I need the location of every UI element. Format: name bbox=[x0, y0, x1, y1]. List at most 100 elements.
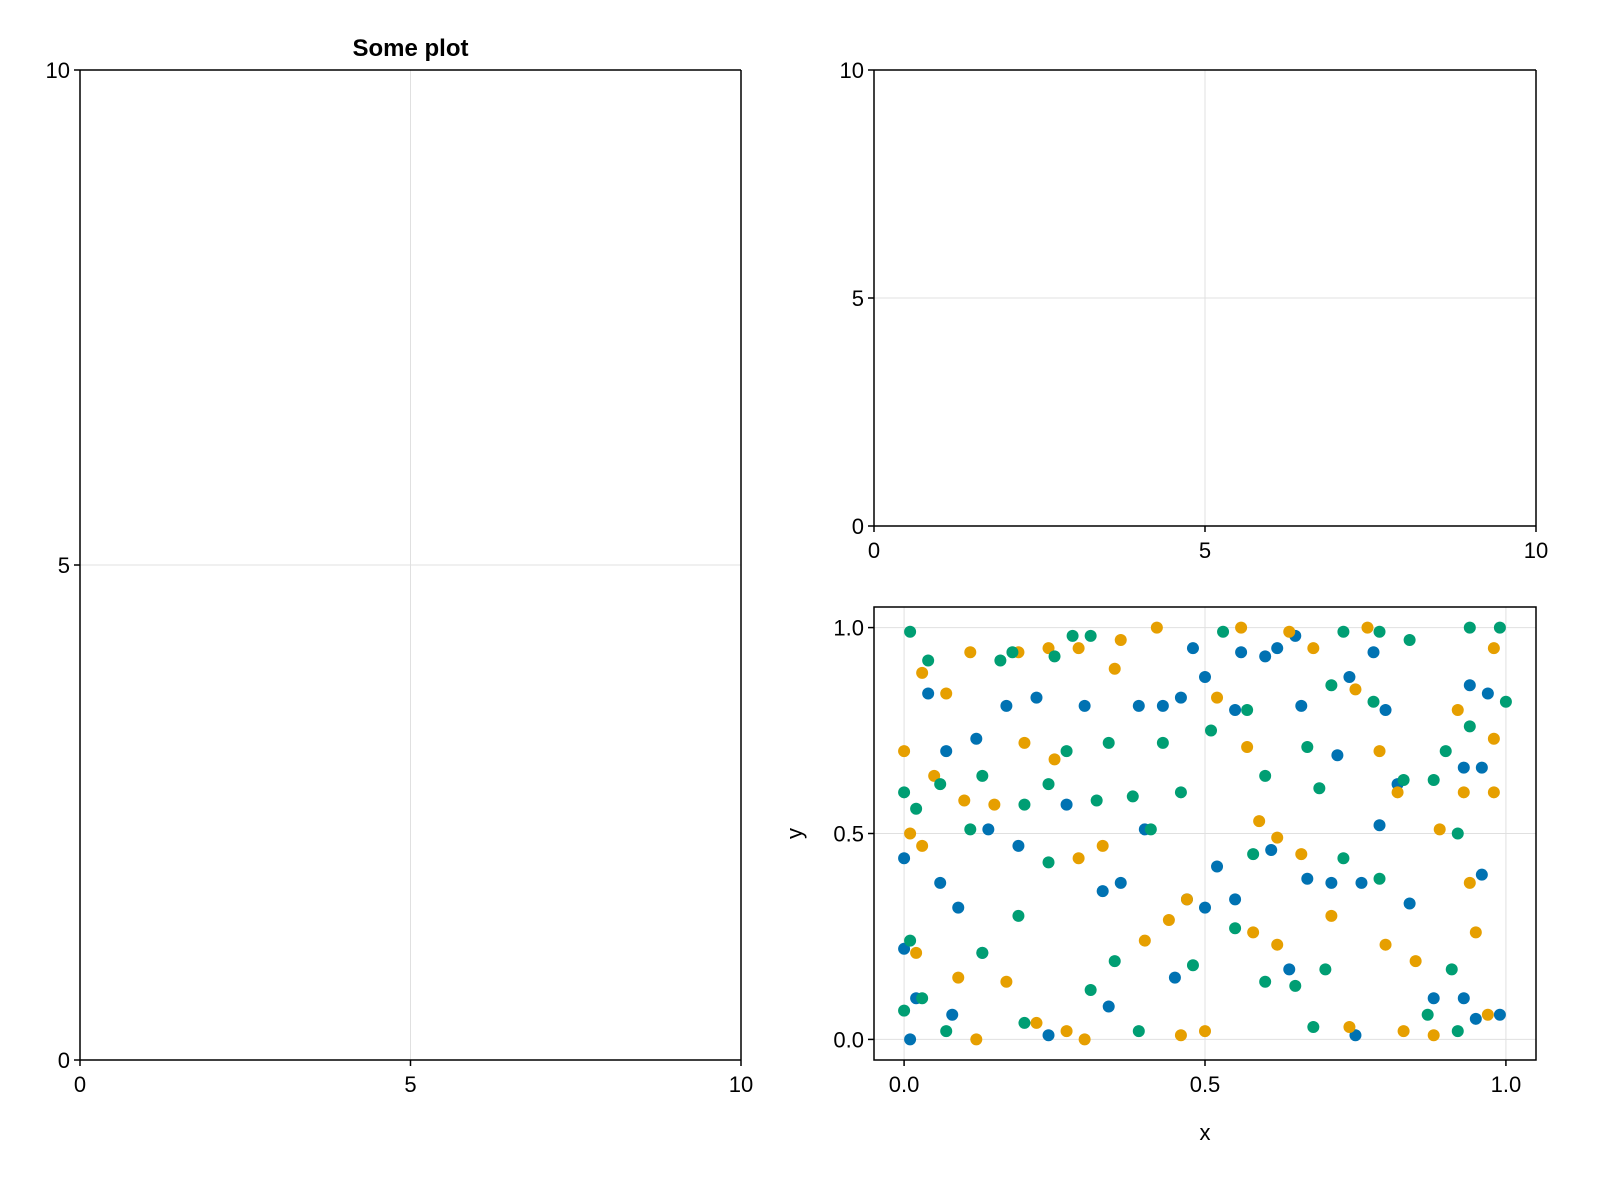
axis-2: 0.0 0.5 1.0 0.0 0.5 1.0 x y bbox=[782, 606, 1537, 1145]
x-tick-label: 0 bbox=[74, 1072, 86, 1097]
x-axis-label: x bbox=[1200, 1120, 1211, 1145]
data-point bbox=[1319, 963, 1332, 976]
data-point bbox=[1048, 650, 1061, 663]
data-point bbox=[1162, 913, 1175, 926]
data-point bbox=[1307, 1021, 1320, 1034]
data-point bbox=[1499, 695, 1512, 708]
data-point bbox=[1174, 691, 1187, 704]
data-point bbox=[1132, 1025, 1145, 1038]
data-point bbox=[910, 802, 923, 815]
data-point bbox=[1211, 691, 1224, 704]
data-point bbox=[1199, 1025, 1211, 1038]
data-point bbox=[1283, 625, 1296, 638]
data-point bbox=[1199, 671, 1211, 684]
series-1 bbox=[898, 621, 1500, 1046]
data-point bbox=[1451, 827, 1464, 840]
data-point bbox=[1313, 782, 1326, 795]
data-point bbox=[1078, 699, 1091, 712]
data-point bbox=[898, 786, 911, 799]
data-point bbox=[1451, 703, 1464, 716]
data-point bbox=[1397, 773, 1410, 786]
data-point bbox=[1367, 695, 1380, 708]
x-tick-label: 0.5 bbox=[1190, 1072, 1221, 1097]
y-tick-label: 0 bbox=[58, 1048, 70, 1073]
axis-0: 0 5 10 0 5 10 Some plot bbox=[46, 35, 754, 1097]
data-point bbox=[1186, 959, 1199, 972]
data-point bbox=[1018, 798, 1031, 811]
data-point bbox=[1265, 843, 1278, 856]
series-2 bbox=[898, 621, 1512, 1038]
data-point bbox=[1144, 823, 1157, 836]
data-point bbox=[1301, 741, 1314, 754]
data-point bbox=[1060, 1025, 1073, 1038]
data-point bbox=[1337, 625, 1350, 638]
data-point bbox=[1078, 1033, 1091, 1046]
data-point bbox=[1487, 786, 1500, 799]
data-point bbox=[1487, 732, 1500, 745]
axis-1: 0 5 10 0 5 10 bbox=[840, 58, 1549, 563]
data-point bbox=[952, 971, 965, 984]
data-point bbox=[1096, 839, 1109, 852]
y-tick-label: 1.0 bbox=[833, 616, 864, 641]
y-tick-label: 5 bbox=[852, 286, 864, 311]
data-point bbox=[1102, 1000, 1115, 1013]
y-axis-label: y bbox=[782, 828, 807, 839]
data-point bbox=[1301, 872, 1314, 885]
data-point bbox=[1174, 786, 1187, 799]
data-point bbox=[940, 1025, 953, 1038]
data-point bbox=[1481, 687, 1494, 700]
data-point bbox=[1439, 745, 1452, 758]
data-point bbox=[1180, 893, 1193, 906]
data-point bbox=[1433, 823, 1446, 836]
data-point bbox=[1090, 794, 1103, 807]
data-point bbox=[1343, 671, 1356, 684]
data-point bbox=[1235, 646, 1248, 659]
data-point bbox=[1000, 699, 1013, 712]
data-point bbox=[1108, 955, 1121, 968]
data-point bbox=[1469, 926, 1482, 939]
x-tick-label: 10 bbox=[729, 1072, 753, 1097]
data-point bbox=[1493, 621, 1506, 634]
data-point bbox=[1373, 872, 1386, 885]
data-point bbox=[1126, 790, 1139, 803]
data-point bbox=[1108, 662, 1121, 675]
data-point bbox=[1048, 753, 1061, 766]
data-point bbox=[1271, 642, 1284, 655]
data-point bbox=[1156, 736, 1169, 749]
data-point bbox=[1150, 621, 1163, 634]
data-point bbox=[1060, 745, 1073, 758]
data-point bbox=[1229, 703, 1242, 716]
data-point bbox=[904, 1033, 917, 1046]
data-point bbox=[934, 876, 947, 889]
x-tick-label: 0 bbox=[868, 538, 880, 563]
data-point bbox=[1493, 1008, 1506, 1021]
data-point bbox=[1475, 868, 1488, 881]
data-point bbox=[1271, 831, 1284, 844]
data-point bbox=[1403, 897, 1416, 910]
data-point bbox=[970, 1033, 983, 1046]
data-point bbox=[1030, 691, 1043, 704]
data-point bbox=[1379, 938, 1392, 951]
data-point bbox=[922, 687, 935, 700]
data-point bbox=[1391, 786, 1404, 799]
data-point bbox=[1072, 852, 1085, 865]
y-tick-label: 5 bbox=[58, 553, 70, 578]
data-point bbox=[1072, 642, 1085, 655]
data-point bbox=[1325, 679, 1338, 692]
data-point bbox=[1114, 876, 1127, 889]
data-point bbox=[1325, 909, 1338, 922]
data-point bbox=[1211, 860, 1224, 873]
y-tick-label: 10 bbox=[840, 58, 864, 83]
data-point bbox=[1427, 773, 1440, 786]
data-point bbox=[1259, 975, 1272, 988]
data-point bbox=[1409, 955, 1422, 968]
data-point bbox=[1481, 1008, 1494, 1021]
data-point bbox=[1373, 745, 1386, 758]
data-point bbox=[1186, 642, 1199, 655]
data-point bbox=[1084, 983, 1097, 996]
data-point bbox=[1247, 926, 1260, 939]
data-point bbox=[970, 732, 983, 745]
data-point bbox=[1241, 741, 1254, 754]
data-point bbox=[1271, 938, 1284, 951]
